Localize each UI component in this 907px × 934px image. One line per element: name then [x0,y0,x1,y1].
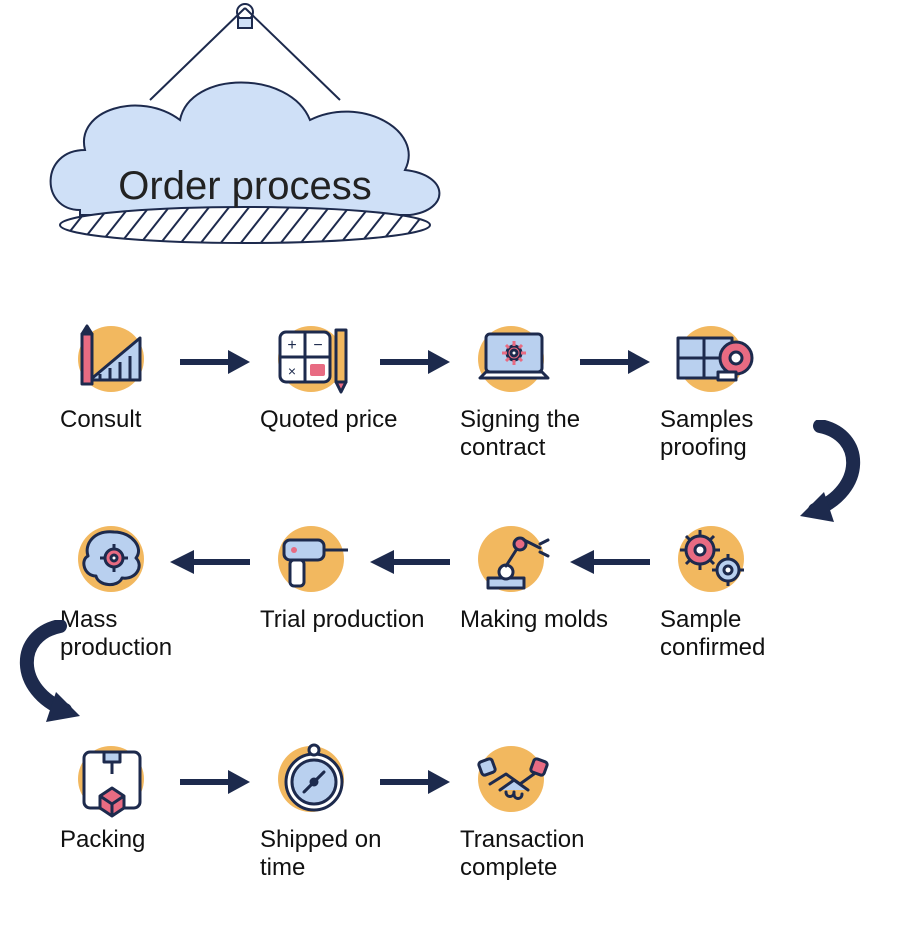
arrow-left-icon [370,550,450,574]
cloud-icon [30,0,460,260]
robot-arm-icon [470,520,560,600]
step-label: Signing thecontract [460,406,630,461]
step-confirmed: Sampleconfirmed [660,520,830,661]
step-label: Packing [60,826,230,854]
step-consult: Consult [60,320,230,434]
step-signing: Signing thecontract [460,320,630,461]
page-title: Order process [30,164,460,209]
ruler-pencil-icon [70,320,160,400]
step-label: Shipped on time [260,826,430,881]
gears-icon [670,520,760,600]
arrow-left-icon [570,550,650,574]
step-complete: Transactioncomplete [460,740,630,881]
step-packing: Packing [60,740,230,854]
arrow-curve-down-icon [780,420,870,530]
handshake-icon [470,740,560,820]
svg-text:−: − [313,337,322,354]
step-label: Quoted price [260,406,430,434]
brain-gear-icon [70,520,160,600]
step-trial: Trial production [260,520,430,634]
laptop-gear-icon [470,320,560,400]
arrow-right-icon [380,350,450,374]
arrow-left-icon [170,550,250,574]
step-molds: Making molds [460,520,630,634]
calculator-pencil-icon: + − × [270,320,360,400]
printer-box-icon [70,740,160,820]
compass-icon [270,740,360,820]
blueprint-tape-icon [670,320,760,400]
step-shipped: Shipped on time [260,740,430,881]
step-quoted: + − × Quoted price [260,320,430,434]
arrow-right-icon [380,770,450,794]
arrow-right-icon [580,350,650,374]
drill-icon [270,520,360,600]
step-label: Trial production [260,606,430,634]
arrow-curve-down-icon [10,620,100,730]
svg-text:×: × [288,363,296,379]
step-label: Consult [60,406,230,434]
svg-text:+: + [287,337,296,354]
title-cloud: Order process [30,0,460,260]
arrow-right-icon [180,350,250,374]
step-label: Making molds [460,606,630,634]
arrow-right-icon [180,770,250,794]
step-label: Transactioncomplete [460,826,630,881]
step-label: Sampleconfirmed [660,606,830,661]
